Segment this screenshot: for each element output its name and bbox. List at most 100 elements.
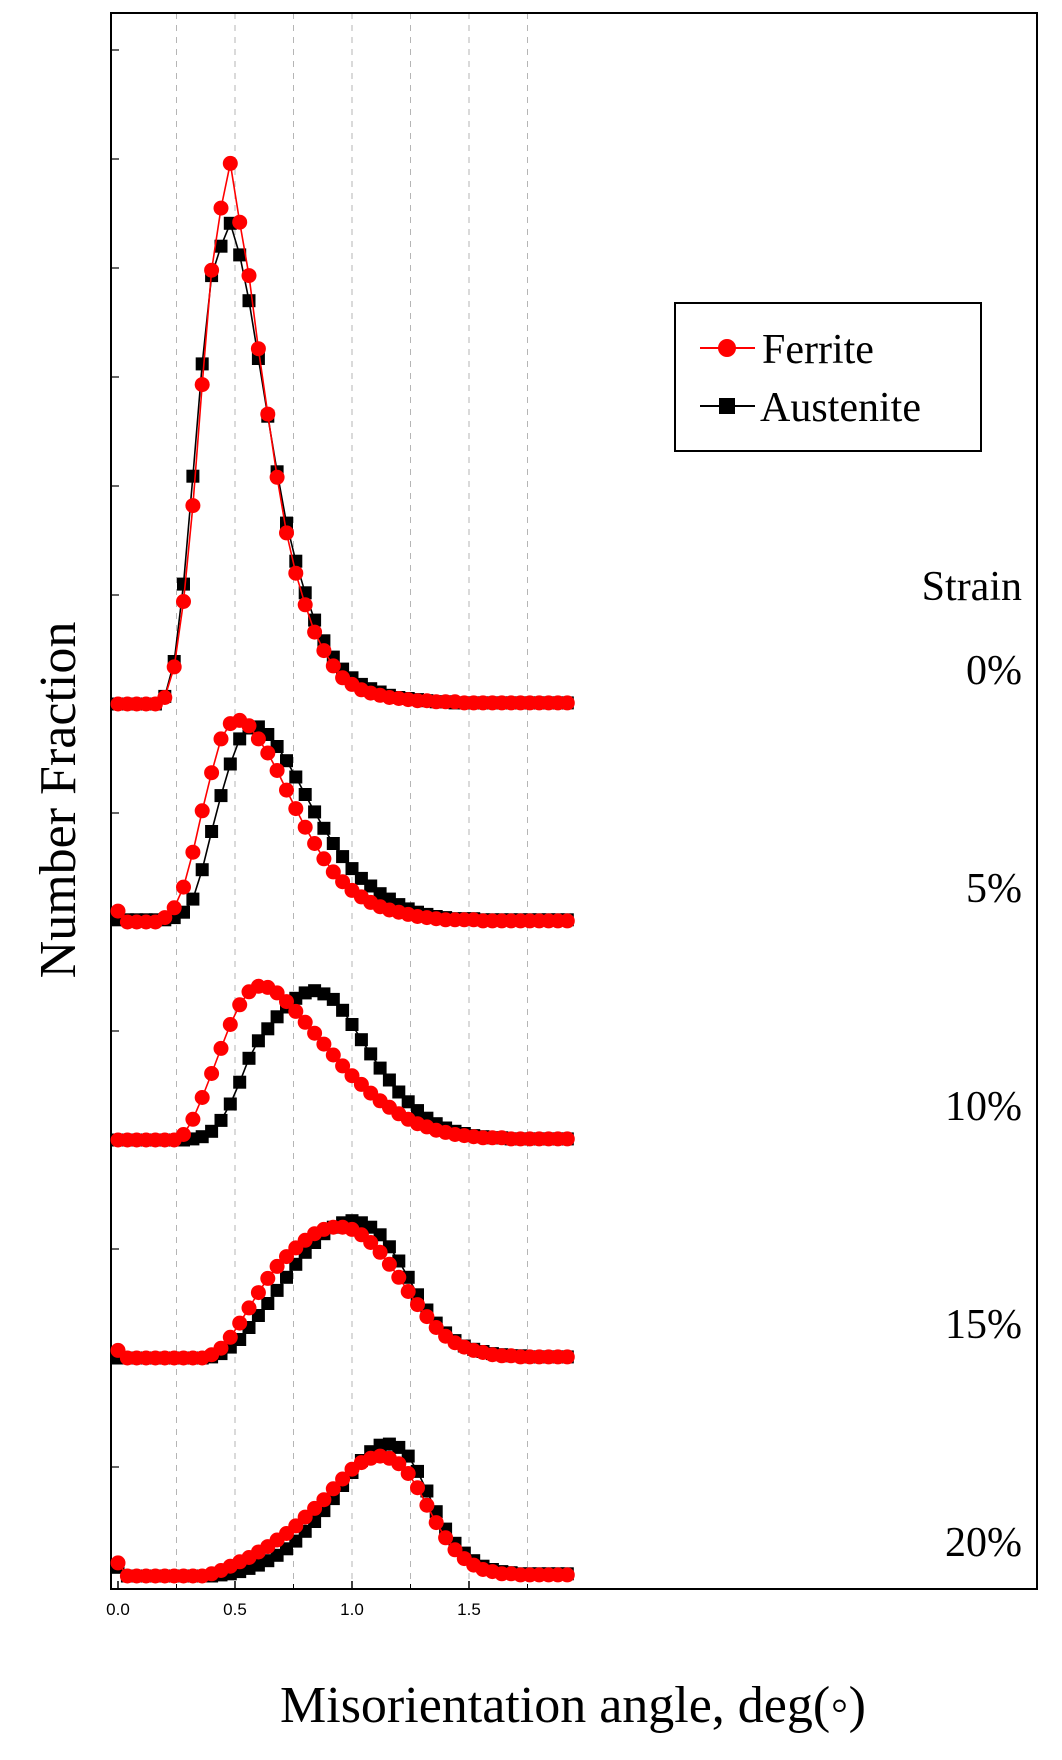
austenite-point [186, 892, 200, 906]
curve-group-15pct [110, 1214, 575, 1366]
ferrite-point [559, 695, 575, 711]
ferrite-point [166, 900, 182, 916]
ferrite-point [325, 1481, 341, 1497]
ferrite-point [335, 1471, 351, 1487]
austenite-point [251, 1309, 265, 1322]
ferrite-point [213, 1040, 229, 1056]
ferrite-point [297, 1509, 313, 1525]
ferrite-point [325, 1047, 341, 1063]
series-line-austenite [118, 1219, 568, 1359]
austenite-point [326, 992, 340, 1006]
ferrite-point [325, 864, 341, 880]
austenite-point [270, 1283, 284, 1297]
ferrite-point [419, 1309, 435, 1325]
x-axis-label: Misorientation angle, deg(◦) [280, 1677, 866, 1734]
austenite-point [261, 1297, 275, 1310]
legend-ferrite-label: Ferrite [762, 327, 874, 373]
strain-label: 20% [945, 1520, 1022, 1566]
ferrite-point [279, 994, 294, 1010]
ferrite-point [297, 819, 313, 835]
austenite-point [364, 1047, 378, 1061]
austenite-point [382, 1073, 396, 1087]
austenite-point [195, 357, 209, 371]
austenite-point [345, 1018, 359, 1031]
ferrite-point [279, 525, 294, 541]
strain-labels: Strain 0% 5% 10% 15% 20% [922, 564, 1022, 1566]
ferrite-point [232, 1315, 248, 1331]
austenite-point [401, 1449, 415, 1463]
ferrite-point [335, 1058, 351, 1074]
ferrite-point [297, 1014, 313, 1030]
ferrite-point [316, 1492, 332, 1508]
austenite-point [289, 1257, 303, 1271]
ferrite-point [232, 214, 248, 230]
strain-label: 0% [966, 648, 1022, 694]
x-tick-label: 0.0 [106, 1600, 130, 1619]
curve-group-0pct [110, 155, 575, 712]
austenite-point [298, 788, 312, 801]
ferrite-point [157, 910, 173, 926]
ferrite-point [213, 731, 229, 747]
austenite-point [270, 1010, 284, 1024]
ferrite-point [559, 1349, 575, 1365]
legend-box [674, 302, 982, 452]
austenite-point [326, 837, 340, 850]
strain-header: Strain [922, 564, 1022, 610]
ferrite-point [222, 1017, 238, 1032]
ferrite-point [213, 1340, 229, 1356]
strain-label: 10% [945, 1084, 1022, 1130]
austenite-point [336, 1003, 350, 1017]
ferrite-point [204, 262, 220, 278]
ferrite-point [185, 844, 201, 860]
strain-label: 5% [966, 866, 1022, 912]
x-tick-label: 1.0 [340, 1600, 364, 1619]
austenite-point [205, 1124, 219, 1138]
y-axis-label: Number Fraction [30, 622, 87, 979]
austenite-point [261, 1022, 275, 1036]
ferrite-point [363, 1235, 379, 1250]
plot-frame [110, 12, 1038, 1590]
ferrite-point [381, 1256, 397, 1272]
austenite-point [195, 863, 209, 877]
ferrite-point [204, 1066, 220, 1081]
strain-label: 15% [945, 1302, 1022, 1348]
austenite-point [345, 862, 359, 876]
austenite-point [214, 239, 228, 253]
ferrite-point [232, 997, 248, 1013]
ferrite-point [307, 1025, 323, 1041]
series-line-ferrite [117, 1226, 568, 1359]
ferrite-point [194, 377, 210, 393]
austenite-point [308, 805, 322, 819]
ferrite-point [260, 745, 276, 761]
austenite-point [373, 1061, 387, 1075]
curve-group-5pct [110, 712, 575, 930]
austenite-point [317, 821, 331, 835]
ferrite-point [269, 1258, 285, 1274]
ferrite-point [250, 731, 266, 747]
ferrite-point [419, 1497, 435, 1513]
ferrite-point [241, 1300, 257, 1316]
ferrite-point [559, 1131, 575, 1147]
ferrite-point [297, 597, 313, 613]
ferrite-point [372, 1244, 388, 1260]
ferrite-point [260, 1270, 276, 1286]
ferrite-point [176, 1127, 191, 1142]
austenite-point [373, 1228, 387, 1242]
austenite-point [223, 1097, 237, 1111]
x-tick-label: 1.5 [457, 1600, 481, 1619]
legend: Ferrite Austenite [674, 302, 982, 452]
ferrite-point [438, 1530, 454, 1546]
austenite-point [251, 1034, 265, 1048]
ferrite-point [307, 624, 323, 640]
ferrite-point [157, 690, 173, 705]
ferrite-point [222, 1329, 238, 1345]
ferrite-point [110, 1555, 126, 1571]
ferrite-point [307, 836, 323, 851]
ferrite-point [559, 1567, 575, 1583]
austenite-point [280, 754, 293, 768]
austenite-point [242, 1051, 256, 1065]
ferrite-point [400, 1284, 416, 1299]
ferrite-point [279, 782, 294, 798]
series-line-ferrite [118, 163, 568, 705]
